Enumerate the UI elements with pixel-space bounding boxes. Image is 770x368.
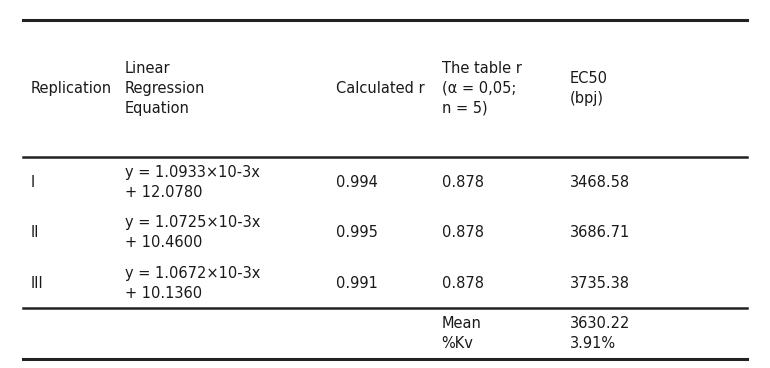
Text: 0.878: 0.878: [441, 175, 484, 190]
Text: EC50
(bpj): EC50 (bpj): [570, 71, 608, 106]
Text: 3686.71: 3686.71: [570, 225, 630, 240]
Text: 0.991: 0.991: [336, 276, 378, 291]
Text: II: II: [30, 225, 38, 240]
Text: 0.994: 0.994: [336, 175, 378, 190]
Text: Mean
%Kv: Mean %Kv: [441, 316, 481, 351]
Text: I: I: [30, 175, 35, 190]
Text: Linear
Regression
Equation: Linear Regression Equation: [125, 61, 205, 116]
Text: III: III: [30, 276, 43, 291]
Text: y = 1.0933×10-3x
+ 12.0780: y = 1.0933×10-3x + 12.0780: [125, 165, 259, 199]
Text: 3630.22
3.91%: 3630.22 3.91%: [570, 316, 631, 351]
Text: Replication: Replication: [30, 81, 112, 96]
Text: The table r
(α = 0,05;
n = 5): The table r (α = 0,05; n = 5): [441, 61, 521, 116]
Text: 0.995: 0.995: [336, 225, 378, 240]
Text: 0.878: 0.878: [441, 276, 484, 291]
Text: 3468.58: 3468.58: [570, 175, 630, 190]
Text: y = 1.0725×10-3x
+ 10.4600: y = 1.0725×10-3x + 10.4600: [125, 215, 260, 250]
Text: 0.878: 0.878: [441, 225, 484, 240]
Text: y = 1.0672×10-3x
+ 10.1360: y = 1.0672×10-3x + 10.1360: [125, 266, 260, 301]
Text: 3735.38: 3735.38: [570, 276, 630, 291]
Text: Calculated r: Calculated r: [336, 81, 424, 96]
